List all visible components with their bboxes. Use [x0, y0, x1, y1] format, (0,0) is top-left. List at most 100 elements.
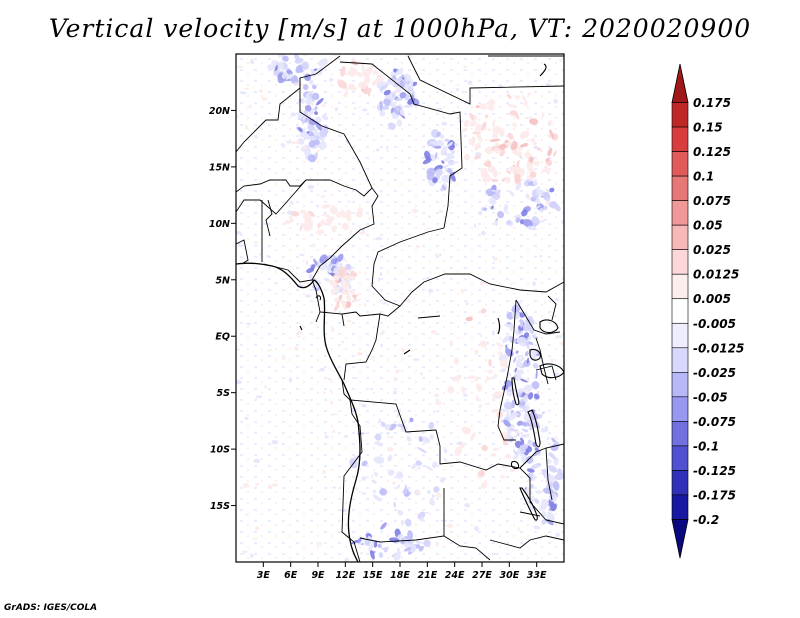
velocity-cell: [315, 205, 320, 208]
velocity-cell: [311, 92, 320, 101]
velocity-cell: [255, 395, 263, 399]
velocity-cell: [242, 551, 246, 555]
velocity-cell: [517, 388, 521, 393]
velocity-cell: [334, 285, 340, 291]
velocity-cell: [521, 209, 528, 217]
velocity-cell: [361, 460, 368, 467]
latitude-axis: 20N 15N 10N 5N EQ 5S 10S 15S: [209, 106, 236, 512]
velocity-cell: [376, 74, 385, 83]
velocity-cell: [443, 458, 448, 463]
velocity-cell: [315, 98, 324, 106]
velocity-cell: [487, 128, 492, 132]
velocity-cell: [381, 81, 390, 86]
velocity-cell: [433, 410, 436, 413]
velocity-cell: [558, 58, 563, 62]
velocity-cell: [329, 206, 338, 215]
velocity-cell: [388, 435, 395, 439]
velocity-cell: [429, 433, 434, 440]
velocity-cell: [532, 161, 541, 166]
velocity-cell: [428, 288, 434, 293]
velocity-cell: [284, 219, 292, 225]
velocity-cell: [432, 177, 438, 184]
velocity-cell: [532, 180, 538, 186]
velocity-cell: [541, 519, 547, 525]
velocity-cell: [345, 300, 352, 309]
velocity-cell: [345, 263, 352, 271]
velocity-cell: [552, 151, 557, 157]
velocity-cell: [393, 501, 396, 508]
velocity-cell: [515, 350, 519, 354]
velocity-cell: [491, 408, 499, 413]
velocity-cell: [522, 384, 533, 393]
lat-tick-label: 5N: [215, 275, 230, 286]
velocity-cell: [440, 134, 445, 139]
velocity-cell: [512, 152, 523, 157]
velocity-cell: [437, 139, 445, 147]
velocity-cell: [493, 373, 498, 378]
velocity-cell: [371, 474, 374, 479]
velocity-cell: [505, 427, 509, 430]
velocity-cell: [532, 281, 536, 287]
velocity-cell: [378, 552, 384, 558]
velocity-cell: [384, 424, 391, 431]
velocity-cell: [302, 127, 306, 136]
velocity-cell: [379, 84, 388, 92]
velocity-cell: [540, 499, 549, 508]
velocity-cell: [519, 444, 525, 455]
velocity-cell: [387, 122, 396, 130]
velocity-cell: [348, 289, 355, 295]
velocity-cell: [490, 453, 497, 457]
velocity-cell: [404, 484, 408, 495]
velocity-cell: [526, 442, 532, 447]
velocity-cell: [474, 223, 477, 228]
velocity-cell: [355, 376, 358, 380]
velocity-cell: [470, 431, 476, 441]
velocity-cell: [373, 456, 385, 464]
velocity-cell: [399, 79, 405, 89]
velocity-cell: [271, 440, 279, 445]
velocity-cell: [532, 363, 539, 369]
velocity-cell: [533, 145, 539, 149]
lon-tick-label: 27E: [472, 570, 492, 581]
velocity-cell: [318, 58, 328, 67]
velocity-cell: [304, 104, 312, 112]
velocity-cell: [462, 65, 468, 68]
velocity-cell: [372, 69, 379, 75]
velocity-cell: [418, 436, 423, 442]
velocity-cell: [347, 71, 352, 76]
velocity-cell: [511, 304, 521, 313]
velocity-cell: [403, 104, 414, 108]
velocity-cell: [333, 303, 340, 312]
colorbar-bin: [671, 200, 689, 226]
velocity-cell: [440, 145, 448, 156]
velocity-cell: [300, 209, 307, 215]
velocity-cell: [347, 200, 351, 203]
velocity-cell: [516, 420, 523, 426]
velocity-cell: [322, 391, 326, 394]
velocity-cell: [302, 116, 307, 120]
velocity-cell: [454, 143, 459, 147]
velocity-cell: [395, 105, 400, 112]
velocity-cell: [554, 473, 564, 481]
lake-outlines: [299, 63, 564, 521]
velocity-cell: [290, 370, 293, 373]
lat-tick-label: 10S: [210, 445, 230, 456]
colorbar-bin: [671, 470, 689, 496]
velocity-cell: [331, 486, 337, 489]
velocity-cell: [377, 417, 381, 424]
velocity-cell: [372, 489, 376, 494]
velocity-cell: [441, 121, 444, 126]
velocity-cell: [254, 136, 259, 139]
velocity-cell: [351, 539, 359, 545]
velocity-cell: [286, 140, 292, 144]
velocity-cell: [250, 58, 254, 61]
velocity-cell: [390, 71, 393, 79]
velocity-cell: [535, 370, 538, 379]
velocity-cell: [279, 54, 285, 57]
colorbar-bin: [671, 396, 689, 422]
velocity-cell: [346, 269, 351, 273]
velocity-cell: [533, 393, 540, 400]
velocity-cell: [428, 421, 435, 430]
velocity-cell: [494, 147, 501, 154]
velocity-cell: [533, 465, 538, 468]
